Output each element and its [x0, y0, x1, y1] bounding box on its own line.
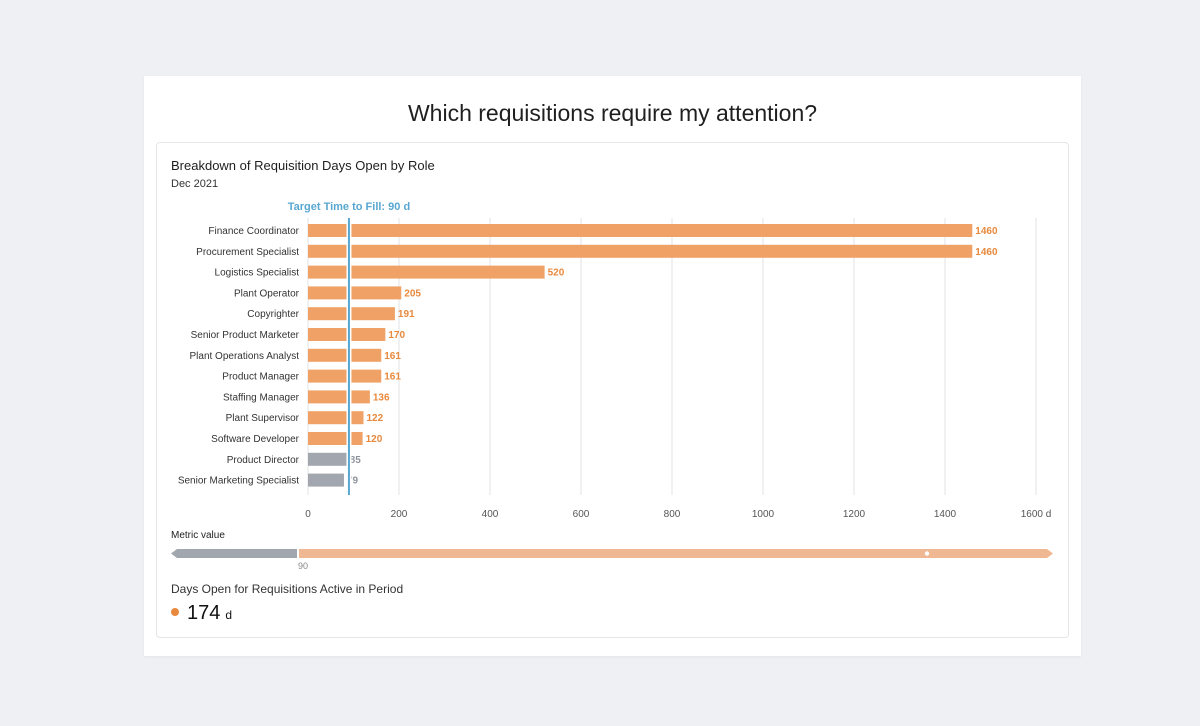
x-tick-label: 1600 d: [1021, 509, 1052, 520]
category-label: Senior Product Marketer: [191, 330, 300, 341]
metric-scale-below: [171, 549, 297, 558]
bar: [308, 411, 364, 425]
metric-scale-above: [299, 549, 1053, 558]
x-tick-label: 1000: [752, 509, 775, 520]
bar: [308, 390, 370, 404]
bar: [308, 348, 382, 362]
category-label: Product Manager: [222, 372, 299, 383]
x-tick-label: 200: [391, 509, 408, 520]
chart-subtitle: Dec 2021: [171, 178, 219, 190]
data-label: 122: [367, 413, 384, 424]
bar: [308, 265, 545, 279]
data-label: 85: [350, 455, 362, 466]
kpi-dot-icon: [171, 608, 179, 616]
bar: [308, 286, 402, 300]
bar: [308, 452, 347, 466]
data-label: 191: [398, 309, 415, 320]
metric-marker: [924, 551, 930, 556]
x-tick-label: 1400: [934, 509, 957, 520]
data-label: 136: [373, 392, 390, 403]
data-label: 161: [384, 351, 401, 362]
category-label: Procurement Specialist: [196, 247, 299, 258]
kpi-unit: d: [225, 608, 233, 622]
category-label: Finance Coordinator: [208, 226, 299, 237]
category-label: Plant Operator: [234, 288, 300, 299]
x-tick-label: 0: [305, 509, 311, 520]
category-label: Logistics Specialist: [215, 268, 300, 279]
category-label: Staffing Manager: [223, 392, 300, 403]
data-label: 520: [548, 268, 565, 279]
x-tick-label: 800: [664, 509, 681, 520]
bar: [308, 432, 363, 445]
data-label: 161: [384, 372, 401, 383]
kpi-label: Days Open for Requisitions Active in Per…: [171, 582, 404, 596]
dashboard-card: Which requisitions require my attention?…: [144, 76, 1081, 656]
category-label: Product Director: [227, 455, 300, 466]
kpi-value: 174: [187, 602, 221, 624]
category-label: Plant Operations Analyst: [189, 351, 299, 362]
x-tick-label: 400: [482, 509, 499, 520]
data-label: 120: [366, 434, 383, 445]
kpi-row: 174 d: [171, 602, 232, 625]
category-label: Software Developer: [211, 434, 299, 445]
chart-title: Breakdown of Requisition Days Open by Ro…: [171, 158, 435, 173]
data-label: 1460: [975, 226, 998, 237]
bar: [308, 224, 973, 237]
category-label: Copyrighter: [247, 309, 299, 320]
bar: [308, 473, 344, 487]
category-label: Senior Marketing Specialist: [178, 476, 299, 487]
bar: [308, 369, 382, 383]
data-label: 1460: [975, 247, 998, 258]
data-label: 79: [347, 476, 359, 487]
x-tick-label: 1200: [843, 509, 866, 520]
x-tick-label: 600: [573, 509, 590, 520]
data-label: 170: [388, 330, 405, 341]
category-label: Plant Supervisor: [226, 413, 300, 424]
target-label: Target Time to Fill: 90 d: [288, 201, 410, 213]
metric-threshold-label: 90: [298, 561, 308, 571]
bar-chart: 0 200 400 600 800 1000 1200 1400 1600 d Finance C…: [171, 201, 1053, 571]
chart-card: Breakdown of Requisition Days Open by Ro…: [156, 142, 1069, 638]
bar: [308, 307, 395, 321]
bar: [308, 244, 973, 258]
page-title: Which requisitions require my attention?: [407, 100, 818, 126]
metric-value-label: Metric value: [171, 530, 225, 541]
data-label: 205: [404, 288, 421, 299]
